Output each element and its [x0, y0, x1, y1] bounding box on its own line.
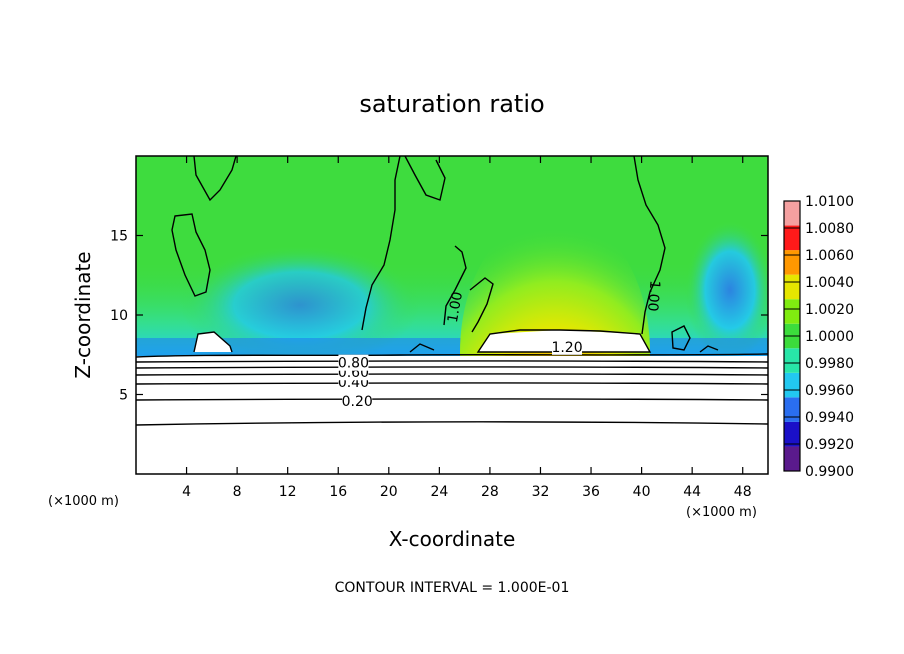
colorbar-swatch — [784, 299, 800, 324]
contour-line — [361, 156, 401, 331]
contour-line — [136, 360, 768, 363]
colorbar: 0.9900 0.9920 0.9940 0.9960 0.9980 1.0000 1.00… — [783, 194, 854, 480]
contour-interval-note: CONTOUR INTERVAL = 1.000E-01 — [335, 580, 570, 596]
colorbar-swatch — [784, 225, 800, 251]
y-tick-label: 15 — [110, 229, 128, 245]
colorbar-swatch — [784, 372, 800, 398]
colorbar-label: 1.0000 — [805, 329, 854, 345]
colorbar-swatch — [784, 348, 800, 373]
contour-line — [469, 277, 494, 333]
contour-line — [671, 325, 691, 351]
colorbar-swatch — [784, 397, 800, 422]
y-axis-ticks: 5 10 15 — [110, 229, 768, 404]
x-tick-label: 16 — [329, 484, 347, 500]
colorbar-label: 1.0040 — [805, 275, 854, 291]
contour-labels: 0.200.400.600.801.00 1.001.20 — [338, 280, 663, 410]
contour-line — [193, 156, 237, 202]
x-tick-label: 20 — [380, 484, 398, 500]
contour-label: 0.80 — [338, 356, 369, 372]
y-tick-label: 10 — [110, 308, 128, 324]
colorbar-label: 1.0020 — [805, 302, 854, 318]
x-tick-label: 32 — [532, 484, 550, 500]
colorbar-label: 0.9940 — [805, 410, 854, 426]
x-tick-label: 12 — [279, 484, 297, 500]
contour-line — [136, 373, 768, 376]
contour-label: 1.00 — [644, 280, 663, 312]
cool-region-right — [685, 220, 768, 360]
contour-label-bg — [342, 392, 373, 409]
x-tick-label: 28 — [481, 484, 499, 500]
colorbar-label: 0.9900 — [805, 464, 854, 480]
contour-lines — [136, 156, 768, 426]
cloud-patch-left — [194, 332, 232, 352]
contour-label-bg — [338, 354, 369, 371]
colorbar-swatch — [784, 446, 800, 471]
colorbar-label: 0.9980 — [805, 356, 854, 372]
x-tick-label: 24 — [430, 484, 448, 500]
contour-line — [476, 329, 652, 353]
contour-label: 1.20 — [551, 340, 582, 356]
contour-line — [171, 213, 211, 297]
contour-line — [136, 382, 768, 385]
x-axis-ticks: 4 8 12 16 20 24 28 32 36 40 44 48 — [182, 156, 752, 500]
x-unit-label-right: (×1000 m) — [686, 505, 757, 520]
x-unit-label-left: (×1000 m) — [48, 494, 119, 509]
x-tick-label: 40 — [633, 484, 651, 500]
contour-line — [136, 353, 768, 358]
x-tick-label: 36 — [582, 484, 600, 500]
chart-title: saturation ratio — [359, 90, 544, 118]
contour-label: 0.20 — [342, 394, 373, 410]
contour-line — [409, 343, 435, 353]
contour-line — [699, 345, 719, 353]
plot-field: 0.200.400.600.801.00 1.001.20 — [136, 156, 768, 474]
x-tick-label: 4 — [182, 484, 191, 500]
colorbar-swatch — [784, 201, 800, 226]
colorbar-swatch — [784, 421, 800, 447]
colorbar-swatch — [784, 274, 800, 300]
x-tick-label: 48 — [734, 484, 752, 500]
contour-line — [136, 421, 768, 426]
colorbar-label: 1.0060 — [805, 248, 854, 264]
x-axis-label: X-coordinate — [389, 527, 516, 551]
colorbar-label: 0.9960 — [805, 383, 854, 399]
cool-region-left — [180, 245, 420, 365]
contour-line — [404, 156, 446, 201]
colorbar-label: 1.0080 — [805, 221, 854, 237]
x-tick-label: 44 — [683, 484, 701, 500]
contour-line — [136, 398, 768, 401]
contour-line — [443, 245, 467, 326]
contour-label: 1.00 — [445, 290, 466, 323]
colorbar-label: 0.9920 — [805, 437, 854, 453]
colorbar-swatch — [784, 250, 800, 275]
contour-line — [136, 366, 768, 369]
subsaturated-layer — [136, 356, 768, 474]
y-axis-label: Z-coordinate — [71, 251, 95, 378]
colorbar-label: 1.0100 — [805, 194, 854, 210]
contour-label-bg — [552, 338, 583, 355]
y-tick-label: 5 — [119, 388, 128, 404]
contour-line — [193, 331, 233, 353]
x-tick-label: 8 — [233, 484, 242, 500]
contour-line — [633, 156, 666, 335]
